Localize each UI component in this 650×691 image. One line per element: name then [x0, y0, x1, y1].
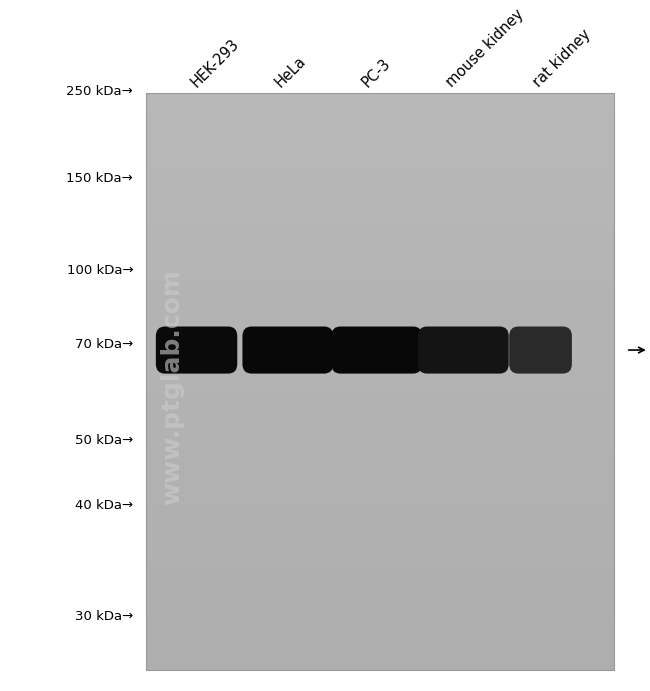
Text: 250 kDa→: 250 kDa→	[66, 85, 133, 97]
Text: www.ptglab.com: www.ptglab.com	[161, 269, 184, 505]
Text: mouse kidney: mouse kidney	[443, 6, 526, 90]
FancyBboxPatch shape	[332, 327, 422, 374]
Text: 40 kDa→: 40 kDa→	[75, 500, 133, 512]
FancyBboxPatch shape	[242, 327, 333, 374]
FancyBboxPatch shape	[156, 327, 237, 374]
Text: 50 kDa→: 50 kDa→	[75, 435, 133, 447]
Text: 30 kDa→: 30 kDa→	[75, 610, 133, 623]
FancyBboxPatch shape	[418, 327, 509, 374]
Text: PC-3: PC-3	[359, 55, 393, 90]
Text: 150 kDa→: 150 kDa→	[66, 173, 133, 185]
Text: 70 kDa→: 70 kDa→	[75, 338, 133, 350]
Bar	[146, 93, 614, 670]
Text: 100 kDa→: 100 kDa→	[66, 265, 133, 277]
Text: HEK-293: HEK-293	[188, 36, 242, 90]
FancyBboxPatch shape	[509, 327, 572, 374]
Text: rat kidney: rat kidney	[530, 26, 593, 90]
Text: HeLa: HeLa	[272, 53, 309, 90]
